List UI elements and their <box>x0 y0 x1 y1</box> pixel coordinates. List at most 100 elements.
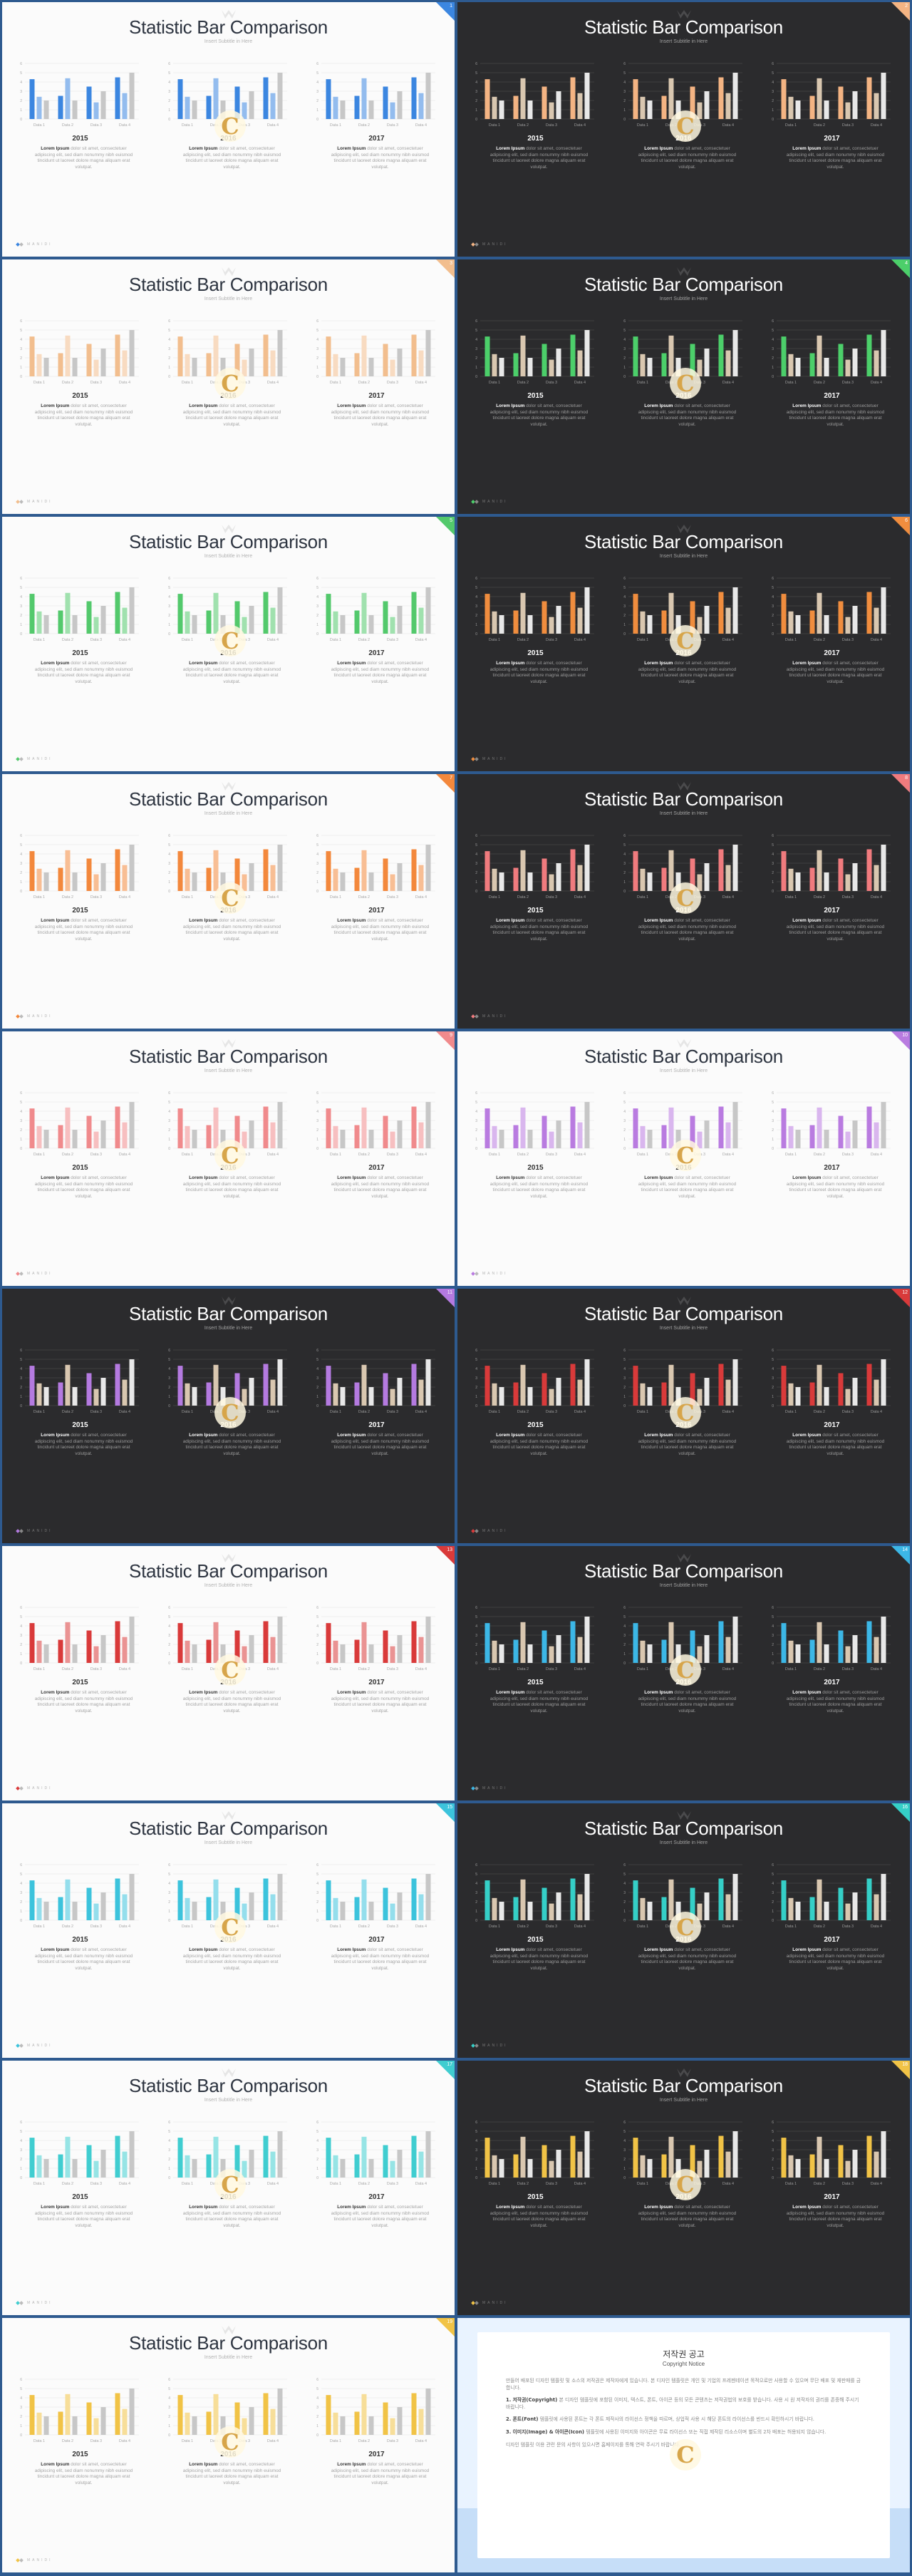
bar-2 <box>697 102 703 119</box>
x-tick-label: Data 4 <box>415 1925 427 1929</box>
y-tick-label: 5 <box>168 1615 170 1619</box>
description-text: dolor sit amet, consectetuer adipiscing … <box>34 1433 133 1456</box>
slide-2[interactable]: 2 Statistic Bar Comparison Insert Subtitle… <box>457 2 910 257</box>
brand-logo-icon <box>471 1014 479 1019</box>
slide-1[interactable]: 1 Statistic Bar Comparison Insert Subtitle… <box>2 2 455 257</box>
bar-1 <box>690 86 695 119</box>
description-heading: Lorem Ipsum <box>337 2205 366 2210</box>
slide-3[interactable]: 3 Statistic Bar Comparison Insert Subtitle… <box>2 259 455 514</box>
bar-1 <box>354 2411 360 2435</box>
y-tick-label: 6 <box>316 2121 318 2125</box>
slide-copyright[interactable]: 저작권 공고 Copyright Notice 만들어 배포된 디자인 템플릿 및 … <box>457 2318 910 2572</box>
chart-description: Lorem Ipsum dolor sit amet, consectetuer… <box>782 1947 888 1972</box>
y-tick-label: 1 <box>20 366 22 370</box>
description-text: dolor sit amet, consectetuer adipiscing … <box>34 146 133 170</box>
x-tick-label: Data 3 <box>387 123 398 128</box>
slide-8[interactable]: 8 Statistic Bar Comparison Insert Subtitle… <box>457 774 910 1029</box>
x-tick-label: Data 4 <box>119 638 130 642</box>
slide-16[interactable]: 16 Statistic Bar Comparison Insert Subtitl… <box>457 1803 910 2058</box>
bar-3 <box>647 872 653 891</box>
slide-17[interactable]: 17 Statistic Bar Comparison Insert Subtitl… <box>2 2061 455 2315</box>
x-tick-label: Data 1 <box>330 1153 341 1157</box>
description-text: dolor sit amet, consectetuer adipiscing … <box>786 1947 885 1971</box>
slide-title: Statistic Bar Comparison <box>584 2075 783 2096</box>
description-heading: Lorem Ipsum <box>337 1433 366 1438</box>
bar-1 <box>411 849 417 891</box>
bar-2 <box>361 1107 367 1148</box>
slide-18[interactable]: 18 Statistic Bar Comparison Insert Subtitl… <box>457 2061 910 2315</box>
slide-11[interactable]: 11 Statistic Bar Comparison Insert Subtitl… <box>2 1289 455 1543</box>
slide-title: Statistic Bar Comparison <box>129 1818 328 1839</box>
bar-1 <box>513 96 519 119</box>
y-tick-label: 3 <box>623 347 626 351</box>
bar-2 <box>549 359 554 376</box>
bar-1 <box>484 79 490 119</box>
chart-description: Lorem Ipsum dolor sit amet, consectetuer… <box>486 661 592 685</box>
slide-number-corner <box>891 2061 910 2079</box>
slide-9[interactable]: 9 Statistic Bar Comparison Insert Subtitle… <box>2 1031 455 1286</box>
y-tick-label: 6 <box>168 2121 170 2125</box>
slide-19[interactable]: 19 Statistic Bar Comparison Insert Subtitl… <box>2 2318 455 2572</box>
chart-description: Lorem Ipsum dolor sit amet, consectetuer… <box>179 403 285 428</box>
slide-6[interactable]: 6 Statistic Bar Comparison Insert Subtitle… <box>457 517 910 771</box>
x-tick-label: Data 1 <box>489 123 500 128</box>
bar-3 <box>129 2389 135 2435</box>
bar-1 <box>206 1382 212 1406</box>
chart-description: Lorem Ipsum dolor sit amet, consectetuer… <box>327 918 433 942</box>
x-tick-label: Data 3 <box>546 895 557 900</box>
description-text: dolor sit amet, consectetuer adipiscing … <box>638 661 737 684</box>
slide-4[interactable]: 4 Statistic Bar Comparison Insert Subtitle… <box>457 259 910 514</box>
x-tick-label: Data 1 <box>33 2439 45 2443</box>
bar-3 <box>732 1102 738 1148</box>
y-tick-label: 6 <box>316 577 318 581</box>
y-tick-label: 5 <box>623 1358 626 1362</box>
bar-1 <box>866 1364 872 1406</box>
slide-15[interactable]: 15 Statistic Bar Comparison Insert Subtitl… <box>2 1803 455 2058</box>
y-tick-label: 1 <box>475 366 477 370</box>
x-tick-label: Data 2 <box>814 2182 825 2186</box>
slide-7[interactable]: 7 Statistic Bar Comparison Insert Subtitle… <box>2 774 455 1029</box>
bar-2 <box>520 1107 526 1148</box>
bar-3 <box>220 1130 226 1148</box>
x-tick-label: Data 2 <box>358 2439 370 2443</box>
y-tick-label: 0 <box>168 1661 170 1666</box>
bar-1 <box>484 1880 490 1920</box>
bar-3 <box>277 2131 283 2178</box>
bar-2 <box>845 874 851 891</box>
bar-2 <box>492 868 497 891</box>
bar-2 <box>874 1637 879 1663</box>
description-text: dolor sit amet, consectetuer adipiscing … <box>331 918 430 942</box>
bar-3 <box>368 872 374 891</box>
y-tick-label: 6 <box>20 62 22 66</box>
chart-year-label: 2017 <box>368 1164 385 1172</box>
bar-3 <box>647 1902 653 1920</box>
y-tick-label: 6 <box>316 319 318 324</box>
slide-12[interactable]: 12 Statistic Bar Comparison Insert Subtitl… <box>457 1289 910 1543</box>
description-heading: Lorem Ipsum <box>644 1175 673 1180</box>
bar-2 <box>697 617 703 634</box>
bar-2 <box>640 1897 646 1920</box>
bar-3 <box>675 615 681 634</box>
y-tick-label: 1 <box>168 2424 170 2428</box>
y-tick-label: 6 <box>475 1091 477 1096</box>
y-tick-label: 5 <box>20 2130 22 2134</box>
copyright-paragraph: 2. 폰트(Font) 템플릿에 사용된 폰트는 각 폰트 제작사의 라이선스 … <box>506 2416 861 2423</box>
slide-5[interactable]: 5 Statistic Bar Comparison Insert Subtitle… <box>2 517 455 771</box>
y-tick-label: 0 <box>772 890 774 894</box>
x-tick-label: Data 1 <box>330 2182 341 2186</box>
bar-3 <box>192 872 197 891</box>
bar-2 <box>270 2408 276 2435</box>
bar-3 <box>249 349 254 376</box>
y-tick-label: 0 <box>168 632 170 637</box>
slide-10[interactable]: 10 Statistic Bar Comparison Insert Subtitl… <box>457 1031 910 1286</box>
slide-14[interactable]: 14 Statistic Bar Comparison Insert Subtitl… <box>457 1546 910 1800</box>
y-tick-label: 0 <box>772 1919 774 1923</box>
bar-2 <box>122 1122 128 1148</box>
bar-1 <box>177 1880 183 1920</box>
chart-year-label: 2017 <box>368 1421 385 1429</box>
slide-13[interactable]: 13 Statistic Bar Comparison Insert Subtitl… <box>2 1546 455 1800</box>
bar-1 <box>411 2135 417 2178</box>
